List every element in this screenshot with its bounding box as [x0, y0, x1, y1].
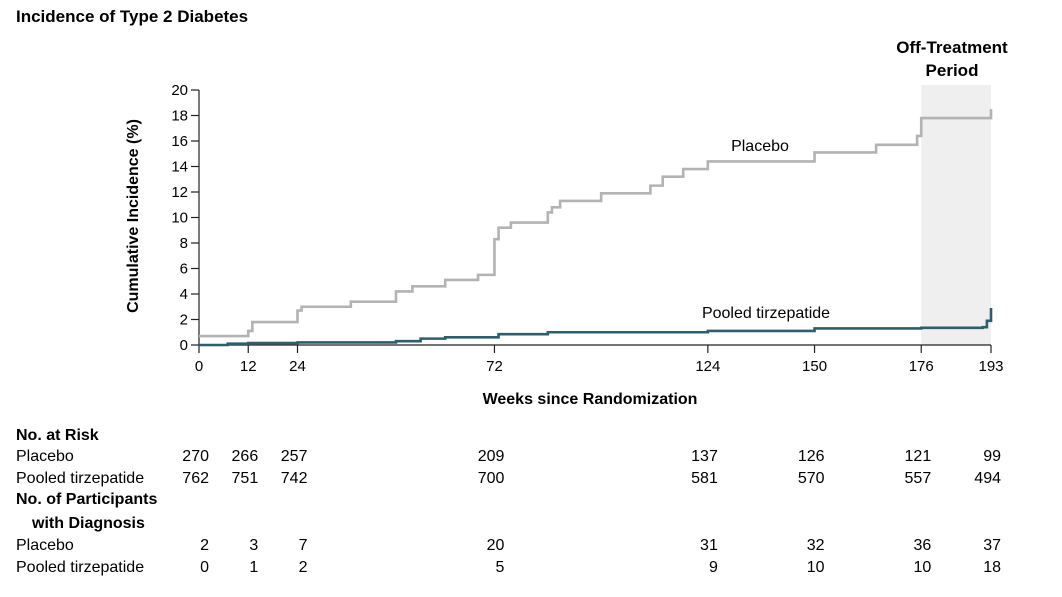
risk-cell: 700 — [478, 470, 505, 487]
x-tick-label: 150 — [802, 358, 827, 375]
risk-cell: 270 — [182, 448, 209, 465]
diagnosis-section-title-line1: No. of Participants — [16, 491, 157, 508]
x-tick-label: 72 — [486, 358, 503, 375]
risk-section-title: No. at Risk — [16, 427, 99, 444]
x-tick-label: 193 — [978, 358, 1003, 375]
risk-cell: 37 — [983, 537, 1001, 554]
risk-cell: 1 — [249, 559, 258, 576]
risk-cell: 5 — [496, 559, 505, 576]
risk-cell: 32 — [807, 537, 825, 554]
x-axis: 0 12 24 72 124 150 176 193 — [195, 345, 1004, 375]
risk-cell: 18 — [983, 559, 1001, 576]
risk-cell: 9 — [709, 559, 718, 576]
risk-cell: 494 — [974, 470, 1001, 487]
risk-cell: 126 — [798, 448, 825, 465]
y-axis: 0 2 4 6 8 10 12 14 16 18 20 — [171, 82, 199, 354]
y-tick-label: 8 — [180, 235, 188, 252]
risk-cell: 121 — [905, 448, 932, 465]
risk-cell: 2 — [299, 559, 308, 576]
x-axis-label: Weeks since Randomization — [483, 391, 698, 408]
y-tick-label: 10 — [171, 210, 188, 227]
risk-cell: 3 — [249, 537, 258, 554]
risk-row-label: Pooled tirzepatide — [16, 559, 144, 576]
y-axis-label: Cumulative Incidence (%) — [125, 119, 142, 313]
y-tick-label: 14 — [171, 159, 188, 176]
y-tick-label: 12 — [171, 184, 188, 201]
off-treatment-shade — [921, 85, 991, 345]
x-tick-label: 0 — [195, 358, 203, 375]
risk-cell: 257 — [281, 448, 308, 465]
x-tick-label: 24 — [289, 358, 306, 375]
risk-cell: 7 — [299, 537, 308, 554]
y-tick-label: 6 — [180, 261, 188, 278]
risk-cell: 751 — [232, 470, 259, 487]
x-tick-label: 124 — [695, 358, 720, 375]
x-tick-label: 12 — [240, 358, 257, 375]
risk-cell: 137 — [691, 448, 718, 465]
risk-row-label: Pooled tirzepatide — [16, 470, 144, 487]
series-tirzepatide-line — [199, 308, 993, 347]
risk-cell: 762 — [182, 470, 209, 487]
risk-cell: 570 — [798, 470, 825, 487]
y-tick-label: 2 — [180, 312, 188, 329]
risk-cell: 10 — [807, 559, 825, 576]
diagnosis-section-title-line2: with Diagnosis — [31, 515, 145, 532]
risk-cell: 99 — [983, 448, 1001, 465]
tirzepatide-series-label: Pooled tirzepatide — [702, 305, 830, 322]
off-treatment-label-line1: Off-Treatment — [896, 38, 1008, 57]
risk-cell: 581 — [691, 470, 718, 487]
risk-cell: 36 — [913, 537, 931, 554]
series-placebo-line — [199, 109, 993, 338]
placebo-series-label: Placebo — [731, 138, 789, 155]
risk-row-label: Placebo — [16, 448, 74, 465]
y-tick-label: 0 — [180, 337, 188, 354]
risk-cell: 266 — [232, 448, 259, 465]
off-treatment-label-line2: Period — [926, 61, 979, 80]
risk-cell: 209 — [478, 448, 505, 465]
risk-cell: 742 — [281, 470, 308, 487]
risk-cell: 20 — [487, 537, 505, 554]
risk-cell: 0 — [200, 559, 209, 576]
y-tick-label: 20 — [171, 82, 188, 99]
y-tick-label: 4 — [180, 286, 188, 303]
risk-cell: 557 — [905, 470, 932, 487]
risk-cell: 2 — [200, 537, 209, 554]
risk-row-label: Placebo — [16, 537, 74, 554]
y-tick-label: 16 — [171, 133, 188, 150]
risk-cell: 10 — [913, 559, 931, 576]
x-tick-label: 176 — [909, 358, 934, 375]
y-tick-label: 18 — [171, 108, 188, 125]
chart-title: Incidence of Type 2 Diabetes — [16, 7, 248, 26]
risk-cell: 31 — [700, 537, 718, 554]
